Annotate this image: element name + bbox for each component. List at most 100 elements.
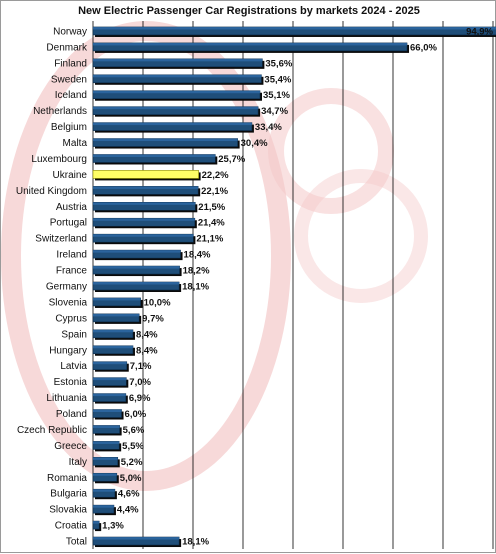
bar-highlight-italy [93,457,118,460]
value-label-sweden: 35,4% [264,74,291,85]
bar-highlight-slovenia [93,297,141,301]
category-label-norway: Norway [53,26,87,37]
bar-highlight-greece [93,441,120,444]
category-label-total: Total [66,537,87,548]
category-label-netherlands: Netherlands [33,106,87,117]
value-label-spain: 8,4% [136,329,158,340]
bar-highlight-austria [93,202,196,205]
bar-highlight-iceland [93,90,261,94]
value-label-belgium: 33,4% [255,122,282,133]
category-label-luxembourg: Luxembourg [31,154,87,165]
category-label-belgium: Belgium [51,122,87,133]
value-label-ireland: 18,4% [184,250,211,261]
category-label-switzerland: Switzerland [35,234,87,245]
value-label-hungary: 8,4% [136,345,158,356]
category-label-austria: Austria [56,202,88,213]
value-label-finland: 35,6% [265,58,292,69]
category-label-italy: Italy [69,457,87,468]
bar-highlight-bulgaria [93,489,115,492]
value-label-latvia: 7,1% [130,361,152,372]
bar-highlight-finland [93,58,263,62]
category-label-portugal: Portugal [50,218,87,229]
value-label-romania: 5,0% [120,473,142,484]
category-label-slovakia: Slovakia [49,505,87,516]
bar-highlight-portugal [93,218,195,221]
bar-highlight-luxembourg [93,154,216,157]
value-label-france: 18,2% [183,266,210,277]
category-labels: Norway Denmark Finland Sweden Iceland Netherl… [16,26,88,547]
value-labels: 94,9% 66,0% 35,6% 35,4% 35,1% 34,7% 33,4% 30,4%… [102,26,493,547]
category-label-sweden: Sweden [51,74,87,85]
bar-highlight-germany [93,282,180,285]
category-label-france: France [56,266,88,277]
value-label-germany: 18,1% [182,282,209,293]
bar-highlight-estonia [93,377,127,381]
value-label-greece: 5,5% [122,441,144,452]
bar-highlight-latvia [93,361,127,365]
value-label-denmark: 66,0% [410,42,437,53]
bar-highlight-lithuania [93,393,126,397]
value-label-italy: 5,2% [121,457,143,468]
bar-highlight-hungary [93,345,133,349]
category-label-ireland: Ireland [56,250,87,261]
bar-highlight-malta [93,138,238,142]
value-label-portugal: 21,4% [198,218,225,229]
category-label-finland: Finland [54,58,87,69]
bar-highlight-sweden [93,74,262,78]
value-label-luxembourg: 25,7% [218,154,245,165]
category-label-spain: Spain [61,329,87,340]
category-label-lithuania: Lithuania [46,393,87,404]
bar-highlight-united-kingdom [93,186,199,189]
category-label-poland: Poland [56,409,87,420]
value-label-cyprus: 9,7% [142,313,164,324]
category-label-greece: Greece [54,441,87,452]
bar-highlight-czech-republic [93,425,120,428]
category-label-estonia: Estonia [54,377,88,388]
value-label-poland: 6,0% [125,409,147,420]
bar-highlight-poland [93,409,122,413]
bar-highlight-total [93,537,180,540]
chart-title: New Electric Passenger Car Registrations… [78,5,420,17]
category-label-iceland: Iceland [55,90,87,101]
category-label-bulgaria: Bulgaria [50,489,87,500]
value-label-austria: 21,5% [198,202,225,213]
bar-highlight-belgium [93,122,252,126]
bar-highlight-switzerland [93,234,194,237]
value-label-czech-republic: 5,6% [123,425,145,436]
category-label-united-kingdom: United Kingdom [16,186,87,197]
category-label-slovenia: Slovenia [49,297,88,308]
value-label-switzerland: 21,1% [196,234,223,245]
value-label-slovakia: 4,4% [117,505,139,516]
bar-highlight-netherlands [93,106,259,110]
category-label-romania: Romania [47,473,87,484]
category-label-latvia: Latvia [60,361,87,372]
bar-highlight-spain [93,329,133,333]
bar-highlight-norway [93,26,496,30]
value-label-bulgaria: 4,6% [118,489,140,500]
value-label-malta: 30,4% [241,138,268,149]
category-label-czech-republic: Czech Republic [17,425,87,436]
category-label-hungary: Hungary [49,345,87,356]
bar-highlight-romania [93,473,117,476]
value-label-estonia: 7,0% [129,377,151,388]
value-label-croatia: 1,3% [102,521,124,532]
category-label-ukraine: Ukraine [53,170,88,181]
category-label-cyprus: Cyprus [55,313,87,324]
bar-highlight-france [93,266,180,269]
value-label-total: 18,1% [182,537,209,548]
category-label-germany: Germany [46,282,87,293]
value-label-ukraine: 22,2% [202,170,229,181]
bar-highlight-cyprus [93,313,140,317]
bars [92,26,496,548]
bar-highlight-ireland [93,250,181,253]
value-label-slovenia: 10,0% [144,297,171,308]
value-label-lithuania: 6,9% [129,393,151,404]
bar-highlight-croatia [93,521,100,524]
category-label-croatia: Croatia [55,521,88,532]
value-label-norway: 94,9% [466,26,493,37]
value-label-united-kingdom: 22,1% [201,186,228,197]
category-label-malta: Malta [63,138,88,149]
category-label-denmark: Denmark [46,42,88,53]
